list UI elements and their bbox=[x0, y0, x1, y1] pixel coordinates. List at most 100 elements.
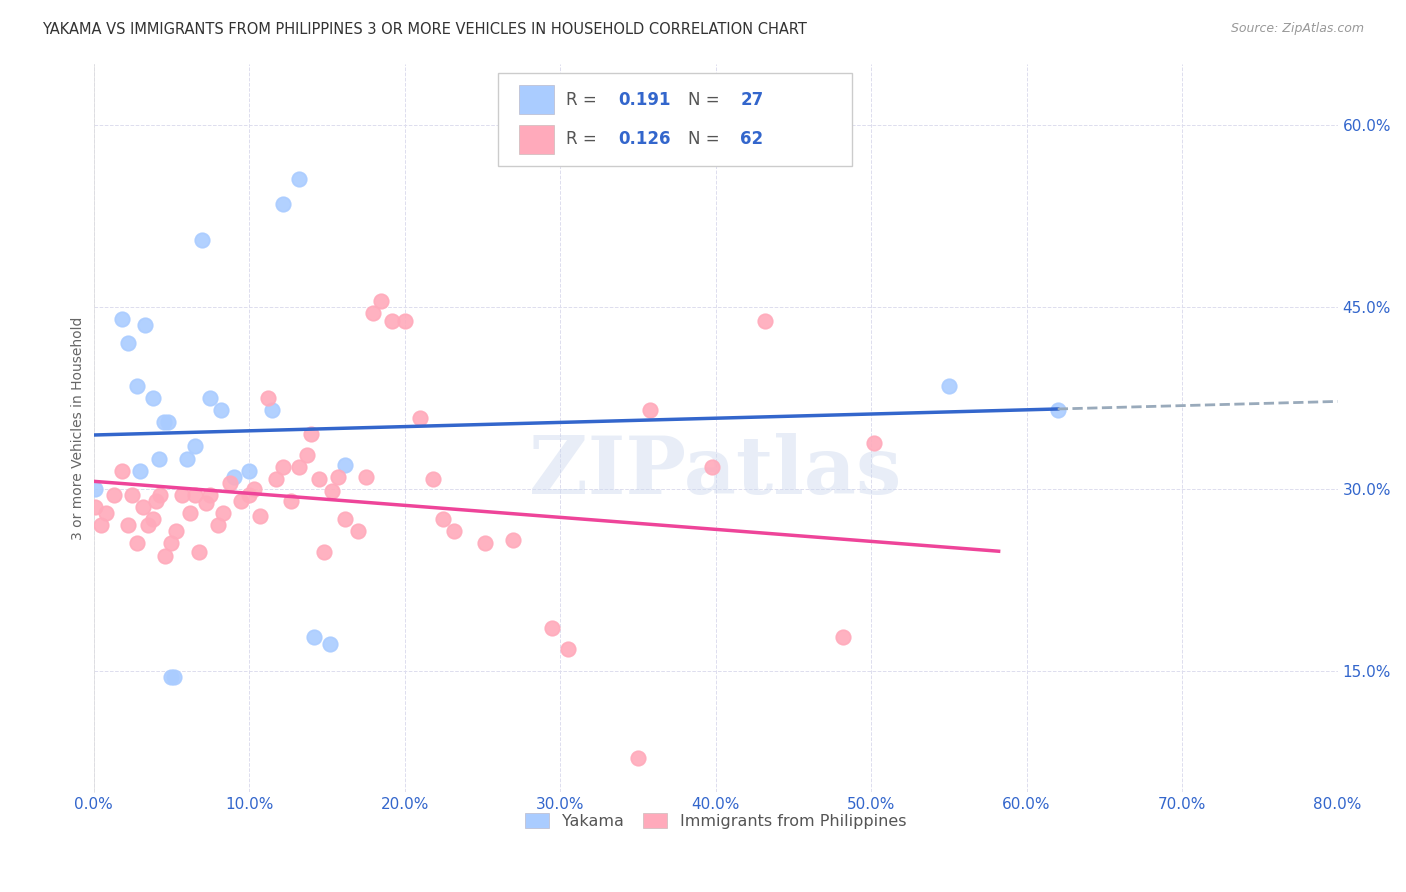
Point bbox=[249, 508, 271, 523]
Point bbox=[541, 622, 564, 636]
Point bbox=[136, 518, 159, 533]
Point bbox=[121, 488, 143, 502]
Point bbox=[319, 637, 342, 651]
Text: 0.126: 0.126 bbox=[619, 130, 671, 148]
Point bbox=[127, 378, 149, 392]
Point bbox=[262, 403, 284, 417]
Point bbox=[84, 482, 107, 496]
Point bbox=[370, 293, 392, 308]
Point bbox=[103, 488, 125, 502]
Text: 62: 62 bbox=[741, 130, 763, 148]
Point bbox=[142, 391, 165, 405]
Point bbox=[160, 536, 183, 550]
FancyBboxPatch shape bbox=[519, 125, 554, 153]
Point bbox=[148, 451, 170, 466]
Point bbox=[288, 172, 311, 186]
Point bbox=[149, 488, 172, 502]
Point bbox=[502, 533, 524, 547]
Point bbox=[183, 488, 205, 502]
Point bbox=[160, 670, 183, 684]
Legend: Yakama, Immigrants from Philippines: Yakama, Immigrants from Philippines bbox=[519, 806, 912, 835]
Point bbox=[256, 391, 278, 405]
Point bbox=[231, 494, 253, 508]
Point bbox=[172, 488, 194, 502]
Point bbox=[238, 488, 260, 502]
Point bbox=[191, 233, 214, 247]
Point bbox=[179, 506, 201, 520]
Point bbox=[308, 472, 330, 486]
Point bbox=[432, 512, 454, 526]
Point bbox=[474, 536, 496, 550]
FancyBboxPatch shape bbox=[498, 73, 852, 166]
Point bbox=[129, 464, 152, 478]
Point bbox=[299, 427, 322, 442]
Point bbox=[335, 458, 357, 472]
Text: YAKAMA VS IMMIGRANTS FROM PHILIPPINES 3 OR MORE VEHICLES IN HOUSEHOLD CORRELATIO: YAKAMA VS IMMIGRANTS FROM PHILIPPINES 3 … bbox=[42, 22, 807, 37]
Point bbox=[832, 630, 855, 644]
Point bbox=[142, 512, 165, 526]
Point bbox=[163, 670, 186, 684]
Point bbox=[321, 484, 343, 499]
Point bbox=[295, 448, 318, 462]
Point bbox=[863, 435, 886, 450]
Point bbox=[194, 496, 217, 510]
Point bbox=[152, 415, 174, 429]
Point bbox=[90, 518, 112, 533]
Point bbox=[264, 472, 287, 486]
Point bbox=[335, 512, 357, 526]
Point bbox=[117, 518, 139, 533]
Point bbox=[280, 494, 302, 508]
Point bbox=[94, 506, 117, 520]
Point bbox=[183, 439, 205, 453]
Point bbox=[145, 494, 167, 508]
Point bbox=[117, 336, 139, 351]
Point bbox=[222, 469, 245, 483]
Point bbox=[176, 451, 198, 466]
Text: 27: 27 bbox=[741, 91, 763, 109]
Point bbox=[1046, 403, 1069, 417]
Point bbox=[110, 464, 132, 478]
Point bbox=[271, 460, 294, 475]
Point bbox=[211, 506, 233, 520]
Point bbox=[304, 630, 326, 644]
Point bbox=[627, 751, 650, 765]
Point bbox=[938, 378, 960, 392]
Point bbox=[165, 524, 187, 539]
Text: R =: R = bbox=[567, 130, 602, 148]
Point bbox=[557, 642, 579, 657]
Point bbox=[422, 472, 444, 486]
Point bbox=[200, 488, 222, 502]
Point bbox=[394, 314, 416, 328]
Point bbox=[219, 475, 242, 490]
Point bbox=[288, 460, 311, 475]
Point bbox=[209, 403, 232, 417]
Text: ZIPatlas: ZIPatlas bbox=[530, 433, 901, 511]
Point bbox=[443, 524, 465, 539]
FancyBboxPatch shape bbox=[519, 85, 554, 114]
Point bbox=[409, 411, 432, 425]
Point bbox=[312, 545, 335, 559]
Point bbox=[153, 549, 176, 563]
Point bbox=[271, 196, 294, 211]
Point bbox=[702, 460, 724, 475]
Text: N =: N = bbox=[688, 91, 725, 109]
Point bbox=[84, 500, 107, 514]
Point bbox=[200, 391, 222, 405]
Point bbox=[127, 536, 149, 550]
Point bbox=[754, 314, 776, 328]
Point bbox=[640, 403, 662, 417]
Point bbox=[381, 314, 404, 328]
Point bbox=[207, 518, 229, 533]
Point bbox=[134, 318, 156, 332]
Point bbox=[242, 482, 264, 496]
Point bbox=[238, 464, 260, 478]
Point bbox=[157, 415, 180, 429]
Point bbox=[132, 500, 155, 514]
Point bbox=[188, 545, 211, 559]
Point bbox=[354, 469, 377, 483]
Point bbox=[326, 469, 349, 483]
Text: R =: R = bbox=[567, 91, 602, 109]
Text: N =: N = bbox=[688, 130, 725, 148]
Point bbox=[987, 804, 1010, 818]
Point bbox=[363, 306, 385, 320]
